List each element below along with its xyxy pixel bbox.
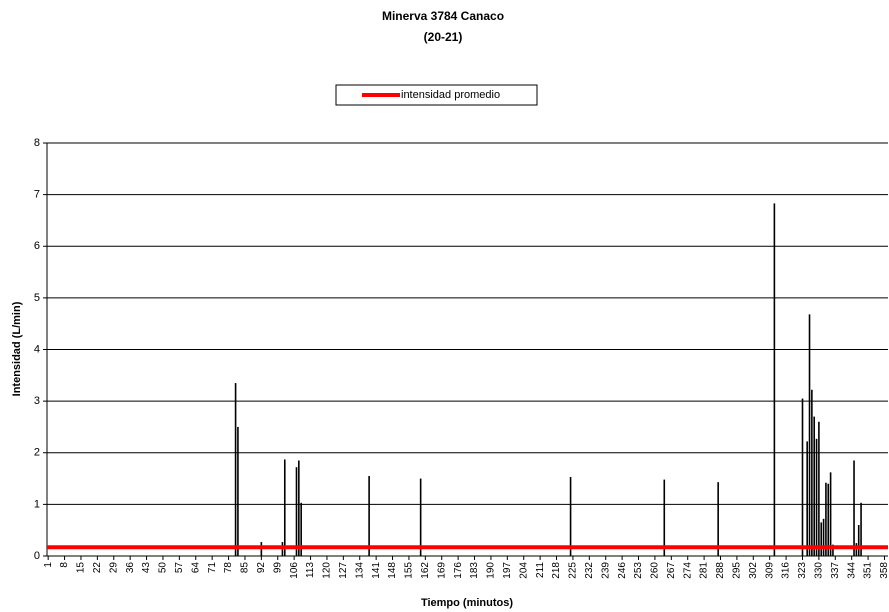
x-tick-label: 288 bbox=[715, 562, 726, 579]
x-tick-label: 183 bbox=[469, 562, 480, 579]
x-tick-label: 218 bbox=[551, 562, 562, 579]
bar bbox=[853, 460, 855, 556]
bar bbox=[717, 482, 719, 556]
x-tick-label: 316 bbox=[781, 562, 792, 579]
x-tick-label: 232 bbox=[584, 562, 595, 579]
x-tick-label: 274 bbox=[682, 562, 693, 579]
legend-label: intensidad promedio bbox=[401, 89, 500, 101]
legend-box bbox=[335, 84, 538, 106]
x-tick-label: 8 bbox=[59, 562, 70, 568]
x-tick-label: 64 bbox=[190, 562, 201, 574]
bar bbox=[857, 525, 860, 556]
x-tick-label: 148 bbox=[387, 562, 398, 579]
bar bbox=[295, 467, 298, 556]
bar bbox=[773, 203, 776, 556]
x-tick-label: 169 bbox=[436, 562, 447, 579]
y-tick-label: 8 bbox=[34, 137, 40, 149]
x-tick-label: 295 bbox=[732, 562, 743, 579]
bar bbox=[283, 459, 286, 556]
x-tick-label: 92 bbox=[256, 562, 267, 574]
bar bbox=[829, 472, 832, 556]
bar bbox=[569, 477, 572, 556]
x-tick-label: 246 bbox=[617, 562, 628, 579]
chart-subtitle: (20-21) bbox=[424, 30, 463, 44]
bar bbox=[813, 416, 816, 556]
x-tick-label: 337 bbox=[830, 562, 841, 579]
x-tick-label: 106 bbox=[289, 562, 300, 579]
bar bbox=[825, 482, 827, 556]
x-tick-label: 197 bbox=[502, 562, 513, 579]
bar bbox=[818, 421, 820, 556]
bar bbox=[300, 502, 302, 556]
bar bbox=[663, 479, 666, 556]
x-tick-label: 267 bbox=[666, 562, 677, 579]
x-axis-title: Tiempo (minutos) bbox=[421, 597, 513, 609]
y-tick-label: 4 bbox=[34, 343, 40, 355]
x-tick-label: 1 bbox=[43, 562, 54, 568]
bar bbox=[860, 502, 862, 556]
x-tick-label: 330 bbox=[814, 562, 825, 579]
y-tick-label: 5 bbox=[34, 292, 40, 304]
x-tick-label: 281 bbox=[699, 562, 710, 579]
bar bbox=[234, 383, 237, 556]
x-tick-label: 260 bbox=[650, 562, 661, 579]
x-tick-label: 134 bbox=[354, 562, 365, 579]
y-tick-label: 2 bbox=[34, 447, 40, 459]
x-tick-label: 36 bbox=[125, 562, 136, 574]
x-tick-label: 323 bbox=[797, 562, 808, 579]
x-tick-label: 127 bbox=[338, 562, 349, 579]
bar bbox=[237, 426, 239, 556]
x-tick-label: 78 bbox=[223, 562, 234, 574]
x-tick-label: 225 bbox=[568, 562, 579, 579]
x-tick-label: 71 bbox=[207, 562, 218, 574]
bar bbox=[815, 438, 818, 556]
y-tick-label: 7 bbox=[34, 189, 40, 201]
x-tick-label: 113 bbox=[305, 562, 316, 578]
x-tick-label: 351 bbox=[863, 562, 874, 579]
x-tick-label: 358 bbox=[879, 562, 889, 579]
x-tick-label: 85 bbox=[240, 562, 251, 574]
x-tick-label: 190 bbox=[486, 562, 497, 579]
bar bbox=[419, 478, 422, 556]
y-axis-title: Intensidad (L/min) bbox=[11, 301, 23, 396]
x-tick-label: 15 bbox=[76, 562, 87, 574]
x-tick-label: 162 bbox=[420, 562, 431, 579]
x-tick-label: 57 bbox=[174, 562, 185, 574]
x-tick-label: 309 bbox=[764, 562, 775, 579]
x-tick-label: 50 bbox=[158, 562, 169, 574]
x-tick-label: 204 bbox=[518, 562, 529, 579]
x-tick-label: 155 bbox=[404, 562, 415, 579]
bar bbox=[822, 518, 825, 556]
x-tick-label: 211 bbox=[535, 562, 546, 578]
y-tick-label: 1 bbox=[34, 498, 40, 510]
x-tick-label: 344 bbox=[846, 562, 857, 579]
x-tick-label: 29 bbox=[108, 562, 119, 574]
bar bbox=[808, 314, 811, 556]
x-tick-label: 239 bbox=[600, 562, 611, 579]
x-tick-label: 141 bbox=[371, 562, 382, 579]
bar bbox=[820, 522, 823, 556]
bar bbox=[368, 475, 370, 556]
chart-title: Minerva 3784 Canaco bbox=[382, 9, 504, 23]
bar bbox=[806, 441, 808, 556]
x-tick-label: 253 bbox=[633, 562, 644, 579]
bar bbox=[855, 543, 858, 556]
x-tick-label: 43 bbox=[141, 562, 152, 574]
x-tick-label: 99 bbox=[272, 562, 283, 574]
y-tick-label: 6 bbox=[34, 240, 40, 252]
bar bbox=[811, 389, 813, 556]
bar bbox=[827, 483, 830, 556]
bar bbox=[832, 544, 834, 556]
bar bbox=[298, 460, 300, 556]
x-tick-label: 302 bbox=[748, 562, 759, 579]
x-tick-label: 176 bbox=[453, 562, 464, 579]
x-tick-label: 120 bbox=[322, 562, 333, 579]
x-tick-label: 22 bbox=[92, 562, 103, 574]
bar bbox=[801, 398, 804, 556]
y-tick-label: 3 bbox=[34, 395, 40, 407]
y-tick-label: 0 bbox=[34, 550, 40, 562]
